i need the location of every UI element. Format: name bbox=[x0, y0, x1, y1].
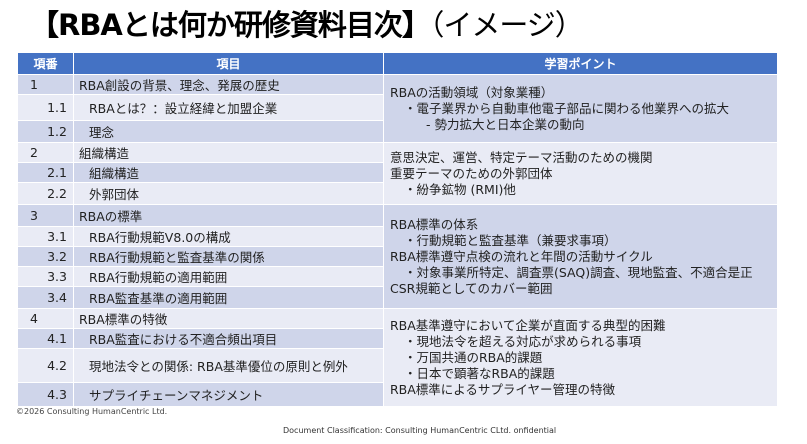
row-item: サプライチェーンマネジメント bbox=[73, 382, 384, 407]
header-no: 項番 bbox=[17, 52, 74, 75]
learning-point: RBA標準によるサプライヤー管理の特徴 bbox=[390, 381, 616, 397]
row-item: 現地法令との関係: RBA基準優位の原則と例外 bbox=[73, 348, 384, 383]
row-number: 4.3 bbox=[17, 382, 74, 407]
learning-point: ・紛争鉱物 (RMI)他 bbox=[404, 181, 516, 197]
learning-points-cell: RBA標準の体系 ・行動規範と監査基準（兼要求事項） RBA標準遵守点検の流れと年間… bbox=[383, 204, 778, 309]
learning-points-cell: 意思決定、運営、特定テーマ活動のための機関 重要テーマのための外郭団体 ・紛争鉱物 … bbox=[383, 142, 778, 205]
learning-point: RBA標準の体系 bbox=[390, 216, 479, 232]
row-item: RBA標準の特徴 bbox=[73, 308, 384, 329]
learning-point: RBAの活動領域（対象業種） bbox=[390, 84, 554, 100]
row-number: 3.3 bbox=[17, 266, 74, 287]
row-item: RBA創設の背景、理念、発展の歴史 bbox=[73, 74, 384, 95]
header-item: 項目 bbox=[73, 52, 384, 75]
table-row: 3.2 RBA行動規範と監査基準の関係 bbox=[17, 246, 778, 267]
learning-point: ・万国共通のRBA的課題 bbox=[404, 349, 543, 365]
row-item: RBAの標準 bbox=[73, 204, 384, 227]
learning-point: RBA基準遵守において企業が直面する典型的困難 bbox=[390, 317, 666, 333]
learning-point: - 勢力拡大と日本企業の動向 bbox=[426, 116, 585, 132]
row-number: 2.1 bbox=[17, 162, 74, 183]
table-row: 1.2 理念 bbox=[17, 120, 778, 143]
row-item: 外郭団体 bbox=[73, 182, 384, 205]
row-number: 3.2 bbox=[17, 246, 74, 267]
table-row: 1.1 RBAとは？：設立経緯と加盟企業 bbox=[17, 94, 778, 121]
row-number: 3 bbox=[17, 204, 74, 227]
row-number: 2.2 bbox=[17, 182, 74, 205]
row-item: 組織構造 bbox=[73, 142, 384, 163]
row-number: 4 bbox=[17, 308, 74, 329]
row-number: 1.2 bbox=[17, 120, 74, 143]
row-item: RBA監査における不適合頻出項目 bbox=[73, 328, 384, 349]
row-number: 4.2 bbox=[17, 348, 74, 383]
learning-point: RBA標準遵守点検の流れと年間の活動サイクル bbox=[390, 248, 653, 264]
learning-points-cell: RBAの活動領域（対象業種） ・電子業界から自動車他電子部品に関わる他業界への拡大… bbox=[383, 74, 778, 143]
row-item: RBA行動規範の適用範囲 bbox=[73, 266, 384, 287]
table-row: 4 RBA標準の特徴 RBA基準遵守において企業が直面する典型的困難 ・現地法令を超え… bbox=[17, 308, 778, 407]
learning-point: ・対象事業所特定、調査票(SAQ)調査、現地監査、不適合是正 bbox=[404, 264, 753, 280]
row-item: 組織構造 bbox=[73, 162, 384, 183]
row-item: RBA行動規範V8.0の構成 bbox=[73, 226, 384, 247]
learning-point: ・現地法令を超える対応が求められる事項 bbox=[404, 333, 642, 349]
header-points: 学習ポイント bbox=[383, 52, 778, 75]
learning-points-cell: RBA基準遵守において企業が直面する典型的困難 ・現地法令を超える対応が求められる… bbox=[383, 308, 778, 407]
copyright: ©2026 Consulting HumanCentric Ltd. bbox=[16, 407, 168, 416]
row-item: RBA監査基準の適用範囲 bbox=[73, 286, 384, 309]
slide-title: 【RBAとは何か研修資料目次】（イメージ） bbox=[30, 2, 584, 44]
row-item: RBAとは？：設立経緯と加盟企業 bbox=[73, 94, 384, 121]
row-number: 3.4 bbox=[17, 286, 74, 309]
table-row: 1 RBA創設の背景、理念、発展の歴史 RBAの活動領域（対象業種） ・電子業界から自… bbox=[17, 74, 778, 143]
table-row: 2.1 組織構造 bbox=[17, 162, 778, 183]
table-row: 4.1 RBA監査における不適合頻出項目 bbox=[17, 328, 778, 349]
toc-table: 項番 項目 学習ポイント 1 RBA創設の背景、理念、発展の歴史 RBAの活動領域（… bbox=[17, 52, 778, 407]
table-row: 3 RBAの標準 RBA標準の体系 ・行動規範と監査基準（兼要求事項） RBA標準遵守点… bbox=[17, 204, 778, 309]
classification: Document Classification: Consulting Huma… bbox=[283, 426, 557, 435]
row-number: 2 bbox=[17, 142, 74, 163]
row-item: 理念 bbox=[73, 120, 384, 143]
title-suffix: （イメージ） bbox=[429, 8, 584, 42]
table-row: 4.3 サプライチェーンマネジメント bbox=[17, 382, 778, 407]
row-number: 4.1 bbox=[17, 328, 74, 349]
table-row: 3.3 RBA行動規範の適用範囲 bbox=[17, 266, 778, 287]
row-number: 1.1 bbox=[17, 94, 74, 121]
title-main: 【RBAとは何か研修資料目次】 bbox=[30, 8, 431, 42]
learning-point: ・電子業界から自動車他電子部品に関わる他業界への拡大 bbox=[404, 100, 730, 116]
learning-point: CSR規範としてのカバー範囲 bbox=[390, 280, 553, 296]
row-number: 1 bbox=[17, 74, 74, 95]
learning-point: ・日本で顕著なRBA的課題 bbox=[404, 365, 555, 381]
table-row: 2 組織構造 意思決定、運営、特定テーマ活動のための機関 重要テーマのための外郭団体・… bbox=[17, 142, 778, 205]
learning-point: 意思決定、運営、特定テーマ活動のための機関 bbox=[390, 149, 653, 165]
learning-point: ・行動規範と監査基準（兼要求事項） bbox=[404, 232, 617, 248]
row-item: RBA行動規範と監査基準の関係 bbox=[73, 246, 384, 267]
row-number: 3.1 bbox=[17, 226, 74, 247]
learning-point: 重要テーマのための外郭団体 bbox=[390, 165, 553, 181]
